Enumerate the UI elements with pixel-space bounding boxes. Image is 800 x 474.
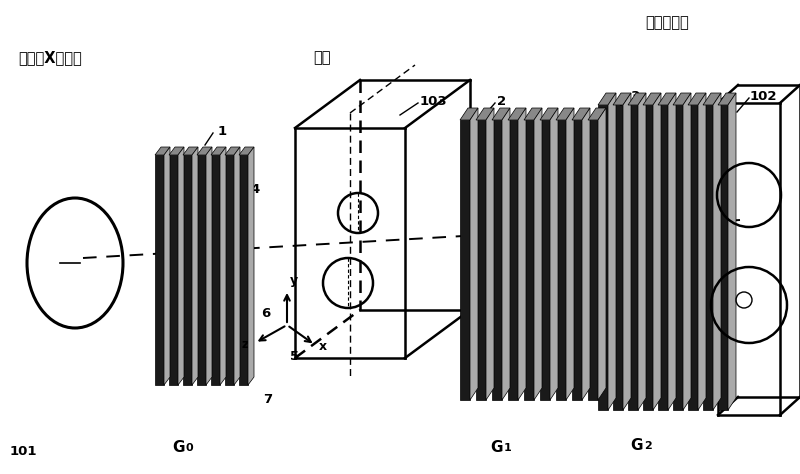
Polygon shape bbox=[598, 108, 606, 400]
Polygon shape bbox=[613, 93, 631, 105]
Text: 非相干X射线源: 非相干X射线源 bbox=[18, 50, 82, 65]
Bar bbox=[628, 105, 638, 410]
Polygon shape bbox=[169, 147, 184, 155]
Polygon shape bbox=[248, 147, 254, 385]
Text: 102: 102 bbox=[750, 90, 778, 103]
Polygon shape bbox=[588, 108, 606, 120]
Text: x: x bbox=[319, 340, 327, 354]
Polygon shape bbox=[197, 147, 212, 155]
Polygon shape bbox=[673, 93, 691, 105]
Text: 103: 103 bbox=[420, 95, 448, 108]
Polygon shape bbox=[220, 147, 226, 385]
Bar bbox=[524, 120, 534, 400]
Bar bbox=[155, 155, 164, 385]
Polygon shape bbox=[713, 93, 721, 410]
Polygon shape bbox=[470, 108, 478, 400]
Bar bbox=[183, 155, 192, 385]
Bar bbox=[169, 155, 178, 385]
Polygon shape bbox=[508, 108, 526, 120]
Polygon shape bbox=[638, 93, 646, 410]
Polygon shape bbox=[206, 147, 212, 385]
Polygon shape bbox=[643, 93, 661, 105]
Polygon shape bbox=[703, 93, 721, 105]
Polygon shape bbox=[460, 108, 478, 120]
Polygon shape bbox=[192, 147, 198, 385]
Polygon shape bbox=[728, 93, 736, 410]
Polygon shape bbox=[476, 108, 494, 120]
Polygon shape bbox=[628, 93, 646, 105]
Text: 3: 3 bbox=[630, 90, 639, 103]
Polygon shape bbox=[550, 108, 558, 400]
Text: 1: 1 bbox=[218, 125, 227, 138]
Polygon shape bbox=[698, 93, 706, 410]
Polygon shape bbox=[178, 147, 184, 385]
Text: z: z bbox=[242, 338, 249, 352]
Polygon shape bbox=[225, 147, 240, 155]
Text: G: G bbox=[490, 440, 502, 455]
Bar bbox=[197, 155, 206, 385]
Polygon shape bbox=[582, 108, 590, 400]
Polygon shape bbox=[492, 108, 510, 120]
Bar bbox=[572, 120, 582, 400]
Polygon shape bbox=[718, 93, 736, 105]
Bar bbox=[239, 155, 248, 385]
Polygon shape bbox=[653, 93, 661, 410]
Text: 101: 101 bbox=[10, 445, 38, 458]
Text: 4: 4 bbox=[250, 183, 259, 196]
Polygon shape bbox=[164, 147, 170, 385]
Text: 1: 1 bbox=[504, 443, 512, 453]
Text: 0: 0 bbox=[186, 443, 194, 453]
Polygon shape bbox=[234, 147, 240, 385]
Polygon shape bbox=[239, 147, 254, 155]
Text: 5: 5 bbox=[290, 350, 299, 363]
Bar bbox=[718, 105, 728, 410]
Bar bbox=[508, 120, 518, 400]
Polygon shape bbox=[183, 147, 198, 155]
Polygon shape bbox=[155, 147, 170, 155]
Polygon shape bbox=[572, 108, 590, 120]
Polygon shape bbox=[524, 108, 542, 120]
Bar bbox=[556, 120, 566, 400]
Text: 2: 2 bbox=[644, 441, 652, 451]
Bar bbox=[476, 120, 486, 400]
Bar bbox=[588, 120, 598, 400]
Text: 对象: 对象 bbox=[313, 50, 330, 65]
Polygon shape bbox=[566, 108, 574, 400]
Bar bbox=[540, 120, 550, 400]
Polygon shape bbox=[688, 93, 706, 105]
Polygon shape bbox=[518, 108, 526, 400]
Polygon shape bbox=[608, 93, 616, 410]
Text: y: y bbox=[290, 274, 298, 287]
Bar bbox=[688, 105, 698, 410]
Text: G: G bbox=[630, 438, 642, 453]
Text: 7: 7 bbox=[263, 393, 272, 406]
Polygon shape bbox=[502, 108, 510, 400]
Bar bbox=[211, 155, 220, 385]
Bar bbox=[225, 155, 234, 385]
Polygon shape bbox=[556, 108, 574, 120]
Bar bbox=[643, 105, 653, 410]
Polygon shape bbox=[598, 93, 616, 105]
Text: 2: 2 bbox=[497, 95, 506, 108]
Bar bbox=[703, 105, 713, 410]
Bar bbox=[673, 105, 683, 410]
Bar bbox=[598, 105, 608, 410]
Polygon shape bbox=[658, 93, 676, 105]
Bar bbox=[613, 105, 623, 410]
Polygon shape bbox=[211, 147, 226, 155]
Text: G: G bbox=[172, 440, 185, 455]
Polygon shape bbox=[668, 93, 676, 410]
Text: 成像探测器: 成像探测器 bbox=[645, 15, 689, 30]
Polygon shape bbox=[534, 108, 542, 400]
Bar bbox=[658, 105, 668, 410]
Text: 6: 6 bbox=[261, 307, 270, 320]
Bar bbox=[460, 120, 470, 400]
Bar bbox=[492, 120, 502, 400]
Polygon shape bbox=[486, 108, 494, 400]
Polygon shape bbox=[540, 108, 558, 120]
Polygon shape bbox=[683, 93, 691, 410]
Polygon shape bbox=[623, 93, 631, 410]
